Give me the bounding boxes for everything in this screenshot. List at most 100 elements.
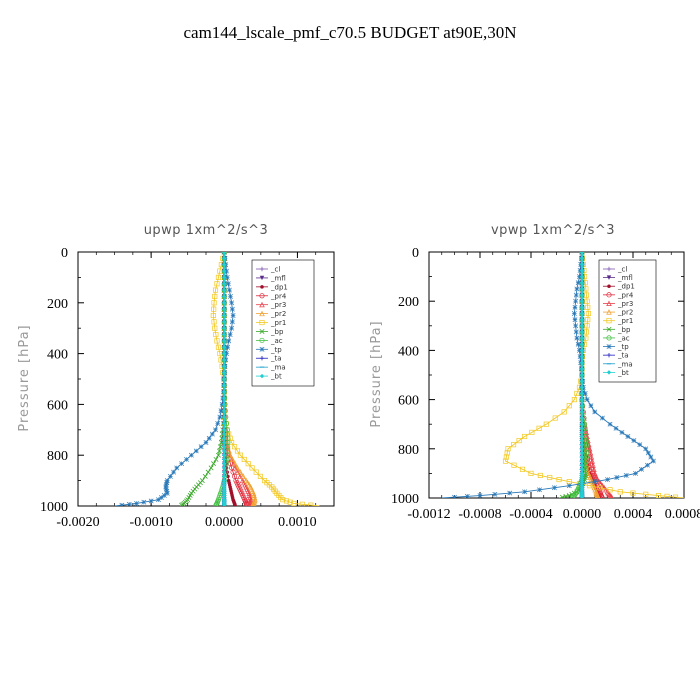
vpwp-series-pr1-marker: [574, 390, 580, 397]
upwp-legend: _cl_mfl_dp1_pr4_pr3_pr2_pr1_bp_ac_tp_ta_…: [251, 259, 315, 387]
upwp-legend-label: _pr3: [270, 301, 286, 309]
vpwp-series-pr1-marker: [556, 477, 562, 483]
vpwp-legend-label: _tp: [617, 343, 629, 351]
upwp-legend-item-ta: _ta: [256, 355, 282, 363]
upwp-series-bt-marker: [222, 262, 227, 267]
vpwp-legend-label: _ta: [617, 352, 629, 360]
upwp-series-bp-marker: [215, 452, 221, 458]
upwp-legend-ac-marker: [259, 337, 265, 343]
vpwp-series-pr3-marker: [603, 486, 609, 493]
upwp-series-pr1-marker: [234, 448, 241, 454]
upwp-series-bt-marker: [222, 319, 227, 325]
upwp-series-tp-marker: [141, 499, 147, 505]
upwp-series-tp-marker: [164, 488, 170, 494]
upwp-series-tp-marker: [134, 501, 139, 506]
vpwp-legend-item-ac: _ac: [603, 334, 630, 342]
upwp-series-pr1-marker: [215, 344, 221, 350]
vpwp-series-tp-marker: [650, 458, 656, 464]
vpwp-series-pr1-marker: [672, 494, 679, 498]
upwp-series-bt-marker: [222, 287, 227, 293]
vpwp-series-bt-marker: [579, 467, 585, 472]
upwp-series-pr2-marker: [234, 464, 241, 471]
upwp-legend-pr4-marker: [259, 293, 265, 299]
upwp-series-tp-marker: [171, 469, 177, 475]
upwp-series-pr2-marker: [250, 502, 255, 506]
upwp-y-tick-label: 1000: [40, 500, 68, 515]
upwp-series-tp-marker: [229, 325, 235, 331]
upwp-legend-box: [251, 259, 315, 387]
upwp-series-bt-marker: [222, 338, 227, 344]
upwp-series-pr1-marker: [212, 287, 219, 293]
vpwp-panel: vpwp 1xm^2/s^3 Pressure [hPa] 0 200 400 600…: [369, 223, 700, 522]
upwp-series-pr1-marker: [287, 499, 293, 505]
vpwp-series-pr1-marker: [529, 429, 535, 435]
vpwp-series-bt-marker: [579, 458, 585, 464]
upwp-y-axis-label: Pressure [hPa]: [17, 324, 32, 431]
upwp-series-tp-marker: [119, 502, 125, 506]
vpwp-series-tp-marker: [477, 493, 483, 498]
vpwp-series-bt-marker: [579, 268, 585, 273]
vpwp-series-bt-marker: [579, 450, 585, 456]
vpwp-series-pr3-marker: [609, 494, 614, 498]
vpwp-series-bt-marker: [579, 446, 585, 451]
vpwp-legend: _cl_mfl_dp1_pr4_pr3_pr2_pr1_bp_ac_tp_ta_…: [598, 259, 657, 383]
upwp-legend-item-tp: _tp: [256, 346, 282, 354]
upwp-series-pr1-marker: [280, 497, 286, 503]
upwp-legend-tp-marker: [259, 346, 265, 352]
upwp-legend-label: _mfl: [270, 274, 286, 282]
upwp-series-tp-marker: [184, 456, 189, 462]
vpwp-series-bt-marker: [579, 348, 585, 353]
upwp-series-ac-marker: [216, 494, 222, 501]
vpwp-series-bt-marker: [579, 311, 585, 316]
vpwp-legend-label: _ac: [617, 334, 630, 342]
upwp-series-bp-marker: [216, 448, 222, 454]
upwp-series-pr3-marker: [246, 492, 253, 498]
upwp-series-pr1-marker: [308, 502, 314, 506]
vpwp-series-bt-marker: [579, 317, 585, 322]
upwp-series-tp-marker: [213, 427, 218, 433]
vpwp-series-tp-marker: [623, 473, 629, 478]
vpwp-y-axis-label: Pressure [hPa]: [369, 320, 384, 427]
vpwp-series-bt: [579, 252, 585, 498]
vpwp-series-pr3-marker: [590, 462, 596, 468]
upwp-series-bt-marker: [222, 457, 227, 462]
upwp-series-bt-marker: [222, 474, 227, 479]
vpwp-series-tp-marker: [584, 397, 590, 403]
vpwp-series-tp-marker: [619, 429, 625, 435]
vpwp-series-bt-marker: [579, 494, 585, 498]
vpwp-legend-mfl-marker: [606, 275, 612, 280]
upwp-series-pr1-marker: [257, 473, 263, 479]
vpwp-series-bt-marker: [579, 342, 585, 347]
vpwp-series-pr1-marker: [584, 298, 590, 304]
upwp-legend-item-pr1: _pr1: [256, 319, 286, 327]
vpwp-series-tp-marker: [613, 425, 619, 431]
upwp-series-tp-marker: [163, 486, 169, 492]
vpwp-series-pr1-line: [504, 252, 684, 498]
vpwp-series-pr1-marker: [552, 415, 558, 421]
vpwp-legend-label: _bt: [617, 369, 629, 377]
vpwp-series-tp-marker: [645, 462, 650, 468]
upwp-series-pr1-marker: [211, 300, 217, 306]
vpwp-series-bt-marker: [579, 292, 585, 298]
vpwp-series-tp-marker: [577, 274, 582, 280]
vpwp-series-tp-marker: [633, 470, 638, 476]
vpwp-series-tp-marker: [645, 450, 651, 456]
vpwp-series-bt-marker: [579, 391, 585, 396]
upwp-series-bt-marker: [222, 402, 227, 407]
vpwp-series-pr3-marker: [587, 449, 594, 456]
vpwp-legend-item-pr2: _pr2: [603, 309, 633, 317]
vpwp-legend-label: _mfl: [617, 274, 633, 282]
upwp-series-tp-marker: [163, 484, 169, 490]
vpwp-legend-bt-marker: [606, 370, 612, 375]
vpwp-series-tp-marker: [605, 477, 610, 482]
vpwp-x-tick-label: 0.0000: [563, 507, 602, 522]
vpwp-series-pr1-marker: [607, 487, 613, 493]
upwp-series-pr1-marker: [229, 439, 235, 446]
upwp-series-bt-marker: [222, 448, 227, 454]
vpwp-series-tp-marker: [551, 485, 557, 491]
upwp-y-tick-label: 200: [47, 297, 68, 312]
upwp-series-bt-marker: [222, 389, 227, 394]
upwp-series-bt-marker: [222, 436, 227, 441]
vpwp-legend-item-bt: _bt: [603, 369, 629, 377]
vpwp-legend-item-tp: _tp: [603, 343, 629, 351]
